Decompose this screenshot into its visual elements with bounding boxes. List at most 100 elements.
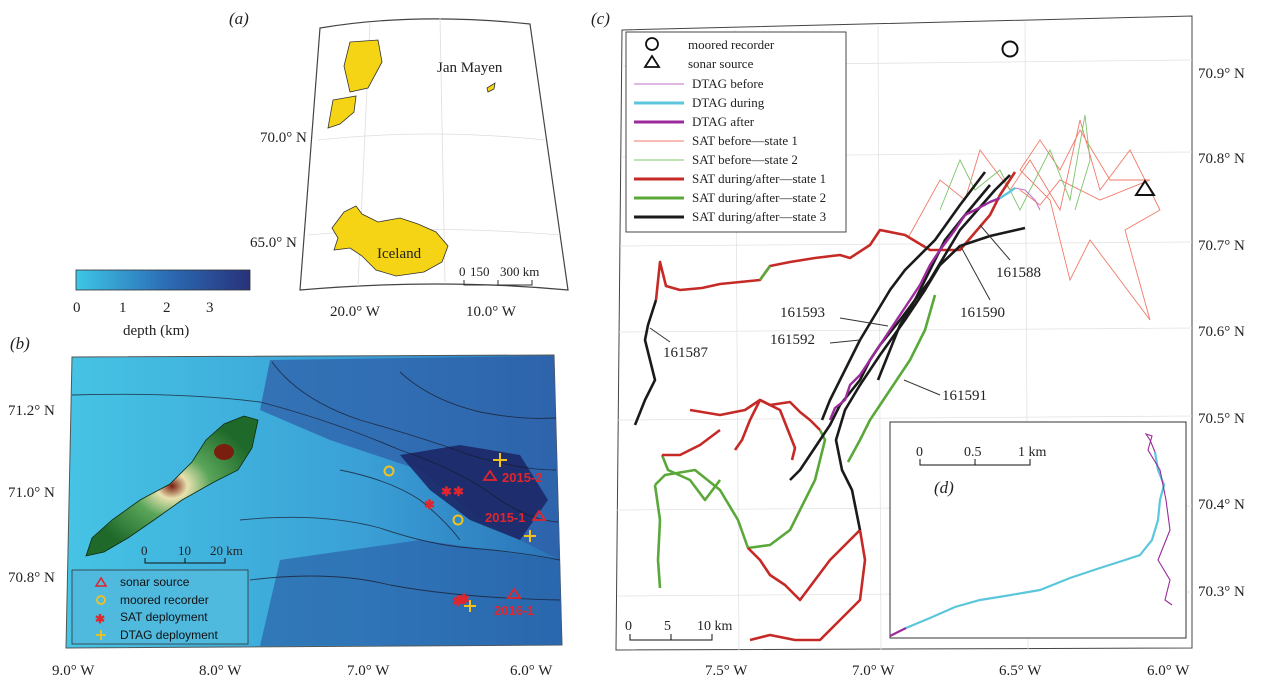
panel-d-inset: (d) 0 0.5 1 km bbox=[889, 421, 1187, 639]
panel-b-deepest-water bbox=[400, 445, 548, 540]
panel-c-lat-70-8: 70.8° N bbox=[1198, 151, 1245, 167]
legend-c-sat-before-2: SAT before—state 2 bbox=[692, 152, 798, 167]
iceland-island bbox=[331, 205, 449, 277]
panel-c-lat-70-5: 70.5° N bbox=[1198, 411, 1245, 427]
panel-a-lon-10: 10.0° W bbox=[466, 304, 517, 320]
sat-before-state-2-track bbox=[939, 114, 1091, 212]
panel-d-scale-1: 1 km bbox=[1018, 445, 1047, 460]
panel-c-lon-7-0: 7.0° W bbox=[852, 663, 895, 679]
panel-c-lon-7-5: 7.5° W bbox=[705, 663, 748, 679]
sat-before-tracks bbox=[907, 114, 1161, 321]
track-id-161593: 161593 bbox=[780, 305, 825, 321]
panel-b-lon-8: 8.0° W bbox=[199, 663, 242, 679]
site-label-2015-1: 2015-1 bbox=[485, 510, 525, 525]
site-label-2016-1: 2016-1 bbox=[494, 603, 534, 618]
dtag-tracks bbox=[828, 187, 1041, 421]
sat-deployment-marker: ✱ bbox=[453, 484, 464, 499]
panel-c-scale-10: 10 km bbox=[697, 619, 733, 634]
sat-state-1-south-2 bbox=[733, 398, 797, 461]
sat-state-2-track bbox=[758, 265, 772, 281]
panel-b-lat-70-8: 70.8° N bbox=[8, 570, 55, 586]
panel-c-scale-bar: 0 5 10 km bbox=[625, 619, 733, 641]
track-id-161588: 161588 bbox=[996, 265, 1041, 281]
track-id-leaders bbox=[649, 224, 1011, 396]
beerenberg-summit bbox=[214, 444, 234, 460]
jan-mayen-label: Jan Mayen bbox=[437, 60, 503, 76]
legend-sonar-source-label: sonar source bbox=[120, 575, 190, 589]
panel-c-legend: moored recorder sonar source DTAG before… bbox=[625, 31, 847, 233]
colorbar-tick-2: 2 bbox=[163, 300, 171, 316]
jan-mayen-island bbox=[486, 82, 496, 93]
sonar-source-marker bbox=[506, 587, 522, 599]
panel-d-dtag-during-track bbox=[905, 451, 1166, 630]
track-id-161591: 161591 bbox=[942, 388, 987, 404]
panel-b-scale-10: 10 bbox=[178, 543, 191, 558]
sat-deployment-marker: ✱ bbox=[458, 593, 470, 608]
panel-b-lon-6: 6.0° W bbox=[510, 663, 553, 679]
legend-c-dtag-before: DTAG before bbox=[692, 76, 764, 91]
sat-deployment-marker: ✱ bbox=[424, 497, 435, 512]
colorbar-tick-1: 1 bbox=[119, 300, 127, 316]
panel-b-scale-0: 0 bbox=[141, 543, 148, 558]
colorbar-tick-0: 0 bbox=[73, 300, 81, 316]
panel-c-lon-6-5: 6.5° W bbox=[999, 663, 1042, 679]
sat-state-3-main-2 bbox=[820, 171, 987, 421]
panel-a-lon-20: 20.0° W bbox=[330, 304, 381, 320]
moored-recorder-marker bbox=[452, 514, 464, 526]
panel-b-lat-71-0: 71.0° N bbox=[8, 485, 55, 501]
dtag-deployment-marker bbox=[464, 600, 476, 612]
panel-a-scale-0: 0 bbox=[459, 264, 466, 279]
sat-state-3-main-1 bbox=[789, 174, 1011, 481]
legend-dtag-deployment-icon bbox=[96, 630, 106, 640]
panel-a-label: (a) bbox=[229, 9, 249, 28]
panel-c-scale-5: 5 bbox=[664, 619, 671, 634]
iceland-label: Iceland bbox=[377, 246, 422, 262]
dtag-deployment-marker bbox=[524, 530, 536, 542]
panel-a-scale-150: 150 bbox=[470, 264, 490, 279]
panel-b-legend: sonar source moored recorder ✱ SAT deplo… bbox=[71, 569, 249, 645]
legend-sonar-source-icon bbox=[94, 576, 108, 587]
panel-c-lat-70-4: 70.4° N bbox=[1198, 497, 1245, 513]
dtag-during-track bbox=[999, 187, 1016, 200]
legend-c-sat-after-3: SAT during/after—state 3 bbox=[692, 209, 826, 224]
panel-b-south-deep bbox=[260, 540, 562, 646]
panel-c-lat-70-7: 70.7° N bbox=[1198, 238, 1245, 254]
sat-before-state-1-track bbox=[907, 119, 1161, 321]
panel-c-lon-6-0: 6.0° W bbox=[1147, 663, 1190, 679]
track-id-161590: 161590 bbox=[960, 305, 1005, 321]
panel-c-lat-70-3: 70.3° N bbox=[1198, 584, 1245, 600]
legend-c-sonar-source: sonar source bbox=[688, 56, 754, 71]
track-id-161592: 161592 bbox=[770, 332, 815, 348]
legend-moored-recorder-icon bbox=[96, 595, 106, 605]
legend-c-dtag-during: DTAG during bbox=[692, 95, 765, 110]
moored-recorder-marker bbox=[1001, 40, 1019, 58]
panel-b-contours bbox=[71, 361, 561, 601]
panel-c-label: (c) bbox=[591, 9, 610, 28]
legend-dtag-deployment-label: DTAG deployment bbox=[120, 628, 218, 642]
depth-colorbar: 0 1 2 3 depth (km) bbox=[73, 269, 251, 339]
sonar-source-marker bbox=[531, 509, 547, 521]
sonar-source-marker bbox=[482, 469, 498, 481]
legend-sat-deployment-label: SAT deployment bbox=[120, 610, 208, 624]
colorbar-tick-3: 3 bbox=[206, 300, 214, 316]
colorbar-gradient bbox=[75, 269, 251, 291]
panel-d-frame bbox=[889, 421, 1187, 639]
panel-a-lat-65: 65.0° N bbox=[250, 235, 297, 251]
legend-sat-deployment-icon: ✱ bbox=[95, 612, 105, 626]
panel-b-lon-9: 9.0° W bbox=[52, 663, 95, 679]
legend-c-sat-after-2: SAT during/after—state 2 bbox=[692, 190, 826, 205]
panel-b-sites: ✱ ✱ ✱ ✱ ✱ 2015-2 2015-1 2016-1 bbox=[383, 453, 547, 618]
panel-c-lat-70-9: 70.9° N bbox=[1198, 66, 1245, 82]
panel-d-scale-0-5: 0.5 bbox=[964, 445, 982, 460]
panel-c-lat-70-6: 70.6° N bbox=[1198, 324, 1245, 340]
sat-deployment-marker: ✱ bbox=[452, 595, 464, 610]
panel-a: (a) Jan Mayen Iceland 70.0° N 65.0° N 20… bbox=[229, 9, 569, 320]
panel-b-scale-bar: 0 10 20 km bbox=[141, 543, 243, 564]
legend-c-moored-recorder: moored recorder bbox=[688, 37, 775, 52]
track-id-161587: 161587 bbox=[663, 345, 709, 361]
panel-a-lat-70: 70.0° N bbox=[260, 130, 307, 146]
panel-a-land bbox=[327, 39, 496, 277]
panel-a-scale-300: 300 km bbox=[500, 264, 539, 279]
sat-state-2-center bbox=[846, 294, 937, 463]
